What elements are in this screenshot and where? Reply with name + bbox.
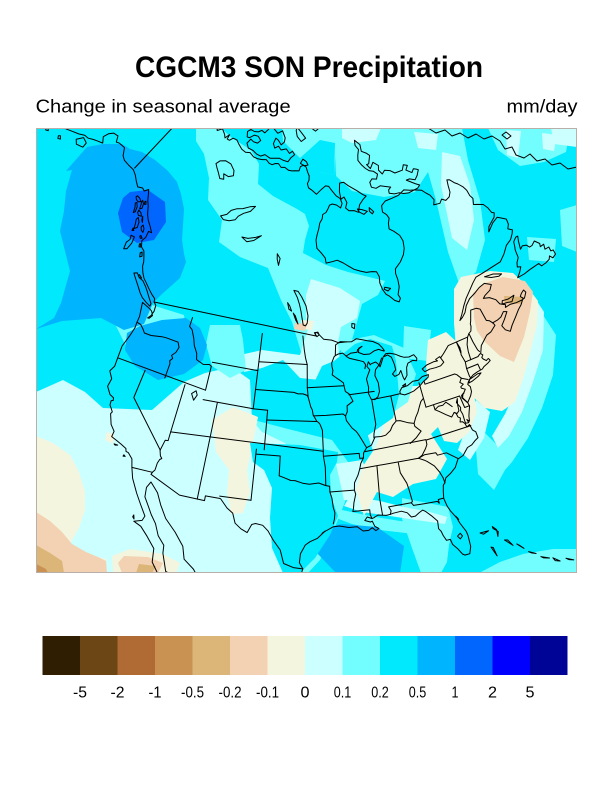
svg-text:0.2: 0.2 — [371, 685, 389, 702]
svg-text:5: 5 — [526, 685, 535, 702]
svg-text:-0.1: -0.1 — [256, 685, 279, 702]
svg-text:-5: -5 — [73, 685, 87, 702]
svg-text:0: 0 — [301, 685, 310, 702]
svg-text:-2: -2 — [111, 685, 125, 702]
svg-text:1: 1 — [452, 685, 459, 702]
svg-text:mm/day: mm/day — [507, 97, 578, 117]
svg-text:2: 2 — [488, 685, 497, 702]
svg-text:Change in seasonal average: Change in seasonal average — [36, 97, 291, 117]
svg-text:-1: -1 — [149, 685, 162, 702]
svg-text:-0.2: -0.2 — [219, 685, 242, 702]
svg-text:CGCM3 SON Precipitation: CGCM3 SON Precipitation — [135, 51, 483, 84]
svg-text:0.5: 0.5 — [409, 685, 427, 702]
svg-text:0.1: 0.1 — [334, 685, 352, 702]
svg-text:-0.5: -0.5 — [181, 685, 204, 702]
